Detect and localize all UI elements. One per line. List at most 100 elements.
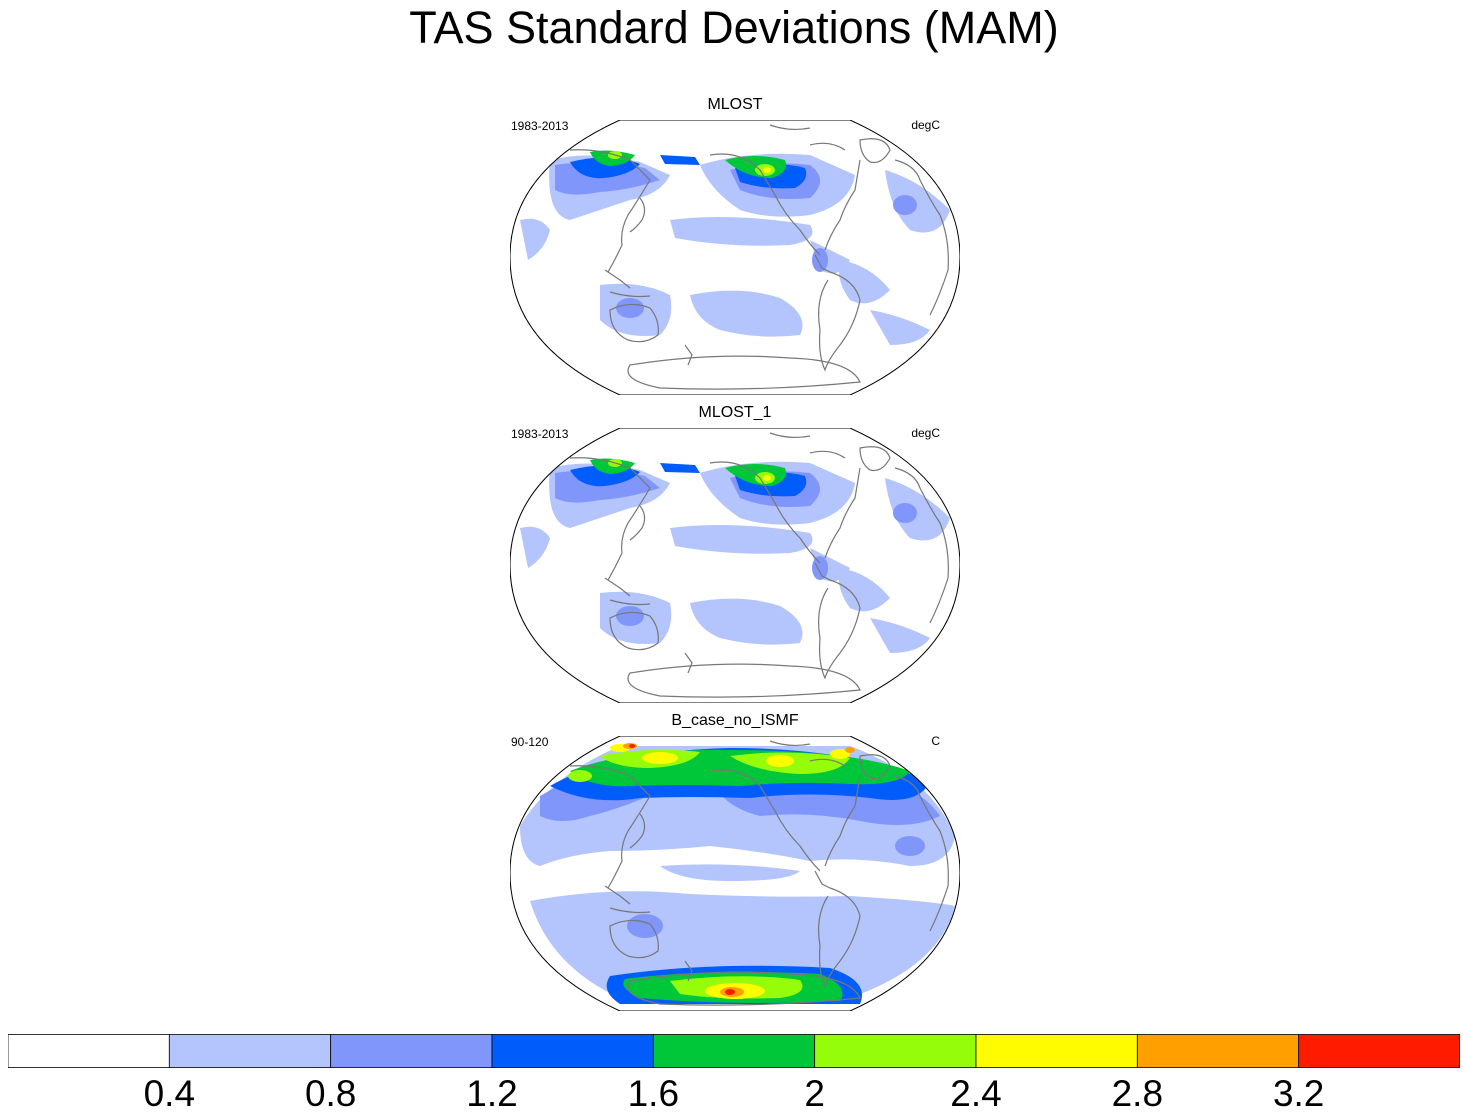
world-map <box>510 736 960 1011</box>
coastline <box>604 577 651 606</box>
world-map <box>510 428 960 703</box>
figure-title: TAS Standard Deviations (MAM) <box>409 2 1059 53</box>
colorbar-tick-label: 0.4 <box>143 1073 196 1114</box>
coastline <box>629 813 646 849</box>
panel-period: 1983-2013 <box>511 427 569 441</box>
coastline <box>604 269 651 298</box>
colorbar-box <box>1298 1034 1460 1068</box>
contour-region <box>660 155 700 165</box>
coastline <box>818 271 861 372</box>
contour-region <box>670 216 813 246</box>
contour-region <box>642 752 678 764</box>
contour-region <box>812 556 828 580</box>
colorbar-tick-label: 2.4 <box>950 1073 1002 1114</box>
coastline <box>569 765 651 889</box>
coastline <box>627 355 861 390</box>
contour-region <box>830 749 850 759</box>
coastline <box>769 432 846 459</box>
coastline <box>609 303 659 343</box>
panel-units: degC <box>911 426 940 440</box>
colorbar-box <box>975 1034 1138 1068</box>
panel-title: B_case_no_ISMF <box>671 712 799 729</box>
panel-units: degC <box>911 118 940 132</box>
colorbar <box>8 1034 1460 1068</box>
contour-region <box>670 524 813 554</box>
coastline <box>769 740 846 767</box>
contour-region <box>616 606 644 626</box>
colorbar-box <box>8 1034 170 1068</box>
contour-region <box>766 755 794 767</box>
coastline <box>859 754 891 780</box>
panel-period: 90-120 <box>511 735 549 749</box>
coastline <box>824 159 861 251</box>
coastline <box>814 870 831 889</box>
contour-region <box>627 914 663 938</box>
coastline <box>604 885 651 914</box>
coastline <box>814 562 831 581</box>
contour-region <box>838 568 890 612</box>
contour-region <box>845 747 855 753</box>
panel-period: 1983-2013 <box>511 119 569 133</box>
panel-units: C <box>931 734 940 748</box>
coastline <box>569 457 651 581</box>
coastline <box>684 652 693 674</box>
coastline <box>684 960 693 982</box>
contour-region <box>895 836 925 856</box>
colorbar-box <box>1136 1034 1300 1068</box>
contour-region <box>616 298 644 318</box>
colorbar-tick-label: 2.8 <box>1111 1073 1164 1114</box>
coastline <box>684 344 693 366</box>
contour-region <box>885 478 950 541</box>
coastline <box>709 769 821 872</box>
coastline <box>627 663 861 698</box>
coastline <box>818 887 861 988</box>
coastline <box>609 919 659 959</box>
contour-region <box>690 290 803 337</box>
colorbar-box <box>814 1034 977 1068</box>
panel-title: MLOST_1 <box>698 404 772 421</box>
coastline <box>629 197 646 233</box>
coastline <box>609 611 659 651</box>
coastline <box>627 971 861 1006</box>
coastline <box>769 124 846 151</box>
colorbar-tick-label: 1.6 <box>627 1073 680 1114</box>
colorbar-box <box>652 1034 816 1068</box>
contour-region <box>870 310 930 345</box>
coastline <box>824 775 861 867</box>
panel-title: MLOST <box>707 96 763 113</box>
coastline <box>629 505 646 541</box>
contour-region <box>893 195 917 215</box>
contour-region <box>893 503 917 523</box>
coastline <box>824 467 861 559</box>
coastline <box>818 579 861 680</box>
colorbar-box <box>330 1034 493 1068</box>
contour-region <box>885 170 950 233</box>
contour-region <box>660 864 800 881</box>
colorbar-box <box>491 1034 654 1068</box>
map-border <box>510 120 960 395</box>
coastline <box>859 138 891 164</box>
contour-region <box>660 463 700 473</box>
map-border <box>510 428 960 703</box>
contour-region <box>629 744 635 748</box>
contour-region <box>725 989 735 995</box>
contour-region <box>763 167 771 173</box>
map-border <box>510 736 960 1011</box>
world-map <box>510 120 960 395</box>
coastline <box>709 461 821 564</box>
contour-region <box>568 770 592 782</box>
contour-region <box>520 218 550 260</box>
colorbar-tick-label: 2 <box>804 1073 825 1114</box>
contour-region <box>870 618 930 653</box>
contour-region <box>763 475 771 481</box>
colorbar-tick-label: 0.8 <box>304 1073 357 1114</box>
contour-region <box>690 598 803 645</box>
colorbar-box <box>168 1034 332 1068</box>
coastline <box>894 467 949 624</box>
coastline <box>894 775 949 932</box>
colorbar-tick-label: 3.2 <box>1272 1073 1325 1114</box>
coastline <box>859 446 891 472</box>
coastline <box>894 159 949 316</box>
coastline <box>814 254 831 273</box>
contour-region <box>520 526 550 568</box>
